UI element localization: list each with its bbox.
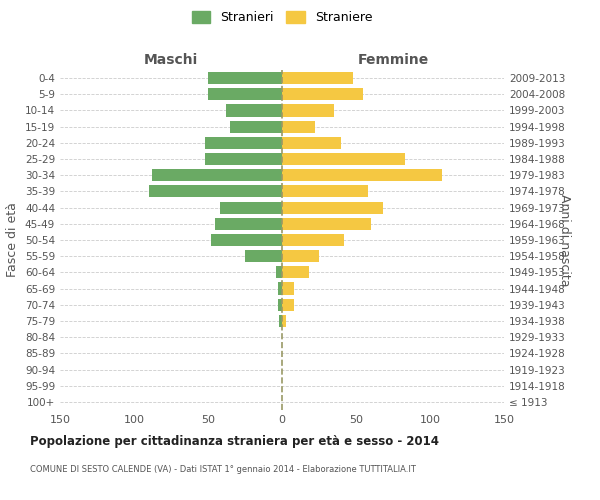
Text: COMUNE DI SESTO CALENDE (VA) - Dati ISTAT 1° gennaio 2014 - Elaborazione TUTTITA: COMUNE DI SESTO CALENDE (VA) - Dati ISTA… (30, 465, 416, 474)
Bar (282, 315, 286, 327)
Bar (208, 88, 282, 101)
Bar (282, 88, 364, 101)
Bar (226, 104, 282, 117)
Bar (279, 315, 282, 327)
Bar (282, 250, 319, 262)
Bar (282, 186, 368, 198)
Bar (152, 169, 282, 181)
Legend: Stranieri, Straniere: Stranieri, Straniere (191, 11, 373, 24)
Bar (230, 120, 282, 132)
Bar (149, 186, 282, 198)
Text: Femmine: Femmine (358, 53, 428, 67)
Bar (215, 218, 282, 230)
Bar (282, 72, 353, 84)
Text: Popolazione per cittadinanza straniera per età e sesso - 2014: Popolazione per cittadinanza straniera p… (30, 435, 439, 448)
Bar (282, 137, 341, 149)
Bar (282, 266, 308, 278)
Bar (220, 202, 282, 213)
Bar (205, 153, 282, 165)
Bar (276, 266, 282, 278)
Bar (282, 120, 314, 132)
Text: Maschi: Maschi (144, 53, 198, 67)
Bar (211, 234, 282, 246)
Bar (282, 298, 294, 311)
Bar (278, 282, 282, 294)
Bar (205, 137, 282, 149)
Bar (245, 250, 282, 262)
Bar (282, 104, 334, 117)
Bar (282, 218, 371, 230)
Bar (282, 234, 344, 246)
Y-axis label: Fasce di età: Fasce di età (7, 202, 19, 278)
Bar (282, 169, 442, 181)
Bar (208, 72, 282, 84)
Bar (282, 202, 383, 213)
Bar (278, 298, 282, 311)
Bar (282, 282, 294, 294)
Y-axis label: Anni di nascita: Anni di nascita (558, 194, 571, 286)
Bar (282, 153, 405, 165)
